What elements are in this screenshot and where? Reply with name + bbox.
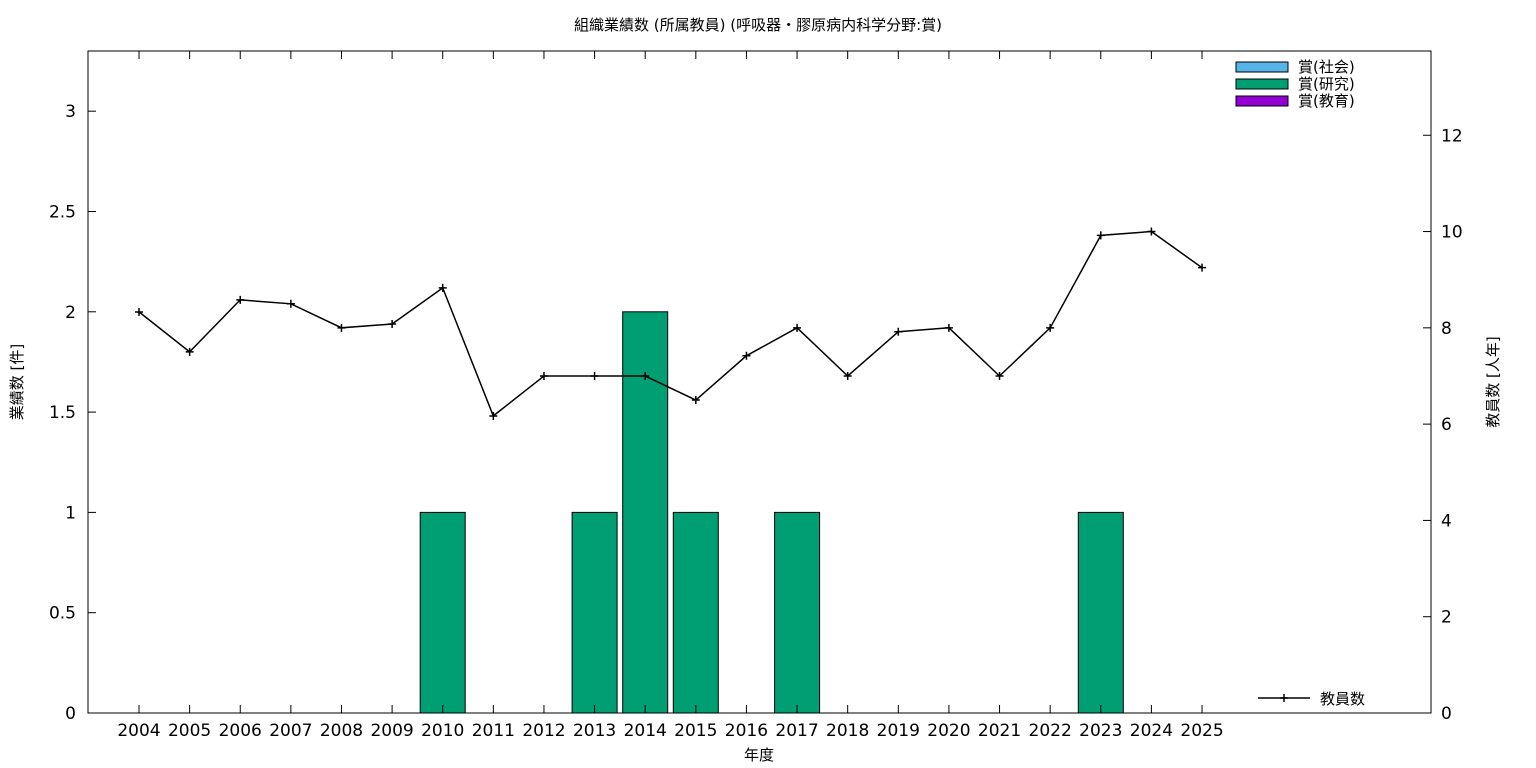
x-tick-label: 2007 [269,721,312,741]
chart-title: 組織業績数 (所属教員) (呼吸器・膠原病内科学分野:賞) [574,16,942,34]
plot-area [135,227,1207,714]
x-tick-label: 2012 [522,721,565,741]
line-faculty-count [138,230,1203,418]
line-point-2020 [944,323,953,332]
x-axis-label: 年度 [744,746,774,764]
y-tick-label: 1 [65,503,76,523]
x-tick-label: 2013 [573,721,616,741]
line-point-2024 [1147,227,1156,236]
x-tick-label: 2006 [219,721,262,741]
y2-tick-label: 4 [1441,511,1452,531]
line-point-2018 [843,371,852,380]
x-tick-label: 2005 [168,721,211,741]
axes: 0 0.5 1 1.5 2 2.5 3 0 2 4 6 8 10 12 2004 2005 2006 2007 20… [49,50,1463,741]
bar-2015-series-1 [672,511,719,714]
x-tick-label: 2022 [1029,721,1072,741]
line-point-2022 [1046,323,1055,332]
line-point-2015 [691,396,700,405]
line-point-2004 [135,307,143,316]
x-tick-label: 2004 [117,721,160,741]
y2-tick-label: 12 [1441,126,1463,146]
line-point-2011 [489,411,498,420]
line-point-2016 [742,351,751,360]
x-tick-label: 2009 [370,721,413,741]
y2-axis-label: 教員数 [人年] [1484,336,1502,427]
line-point-2010 [438,283,447,292]
bar-2010-series-1 [419,511,466,714]
y-tick-label: 3 [65,102,76,122]
legend-swatch-2 [1235,95,1289,107]
x-tick-label: 2025 [1180,721,1223,741]
x-tick-label: 2016 [725,721,768,741]
x-tick-label: 2011 [472,721,515,741]
line-point-2008 [337,323,346,332]
bar-2017-series-1 [774,511,821,714]
y2-tick-label: 2 [1441,608,1452,628]
bar-2013-series-1 [571,511,618,714]
y-tick-label: 1.5 [49,403,76,423]
line-point-2005 [185,347,194,356]
legend: 賞(社会)賞(研究)賞(教育) 教員数 [1235,58,1365,708]
x-tick-label: 2018 [826,721,869,741]
legend-label-2: 賞(教育) [1298,92,1355,110]
legend-swatch-0 [1235,61,1289,73]
y2-tick-label: 0 [1441,704,1452,724]
y2-tick-label: 6 [1441,415,1452,435]
line-point-2021 [995,371,1004,380]
y2-tick-label: 10 [1441,223,1463,243]
y-axis-label: 業績数 [件] [8,344,26,420]
line-point-2023 [1096,231,1105,240]
x-tick-label: 2017 [775,721,818,741]
x-tick-label: 2023 [1079,721,1122,741]
legend-label-0: 賞(社会) [1298,58,1355,76]
line-point-2025 [1198,263,1207,272]
x-tick-label: 2014 [624,721,667,741]
x-tick-label: 2021 [978,721,1021,741]
plot-frame [87,50,1432,714]
legend-line-marker [1280,694,1288,702]
y-tick-label: 0 [65,704,76,724]
x-tick-label: 2020 [927,721,970,741]
legend-label-line: 教員数 [1320,690,1365,708]
line-point-2006 [236,295,245,304]
x-tick-label: 2019 [877,721,920,741]
y2-tick-label: 8 [1441,319,1452,339]
line-point-2007 [286,299,295,308]
x-tick-label: 2024 [1130,721,1173,741]
y-tick-label: 2 [65,303,76,323]
legend-label-1: 賞(研究) [1298,75,1355,93]
line-point-2014 [641,371,650,380]
x-tick-label: 2008 [320,721,363,741]
x-tick-label: 2010 [421,721,464,741]
line-point-2012 [539,371,548,380]
y-tick-label: 2.5 [49,202,76,222]
line-point-2019 [894,327,903,336]
x-tick-label: 2015 [674,721,717,741]
bar-2014-series-1 [622,311,669,714]
line-point-2013 [590,371,599,380]
bar-2023-series-1 [1077,511,1124,714]
line-point-2017 [793,323,802,332]
legend-swatch-1 [1235,78,1289,90]
y-tick-label: 0.5 [49,604,76,624]
line-point-2009 [388,319,397,328]
